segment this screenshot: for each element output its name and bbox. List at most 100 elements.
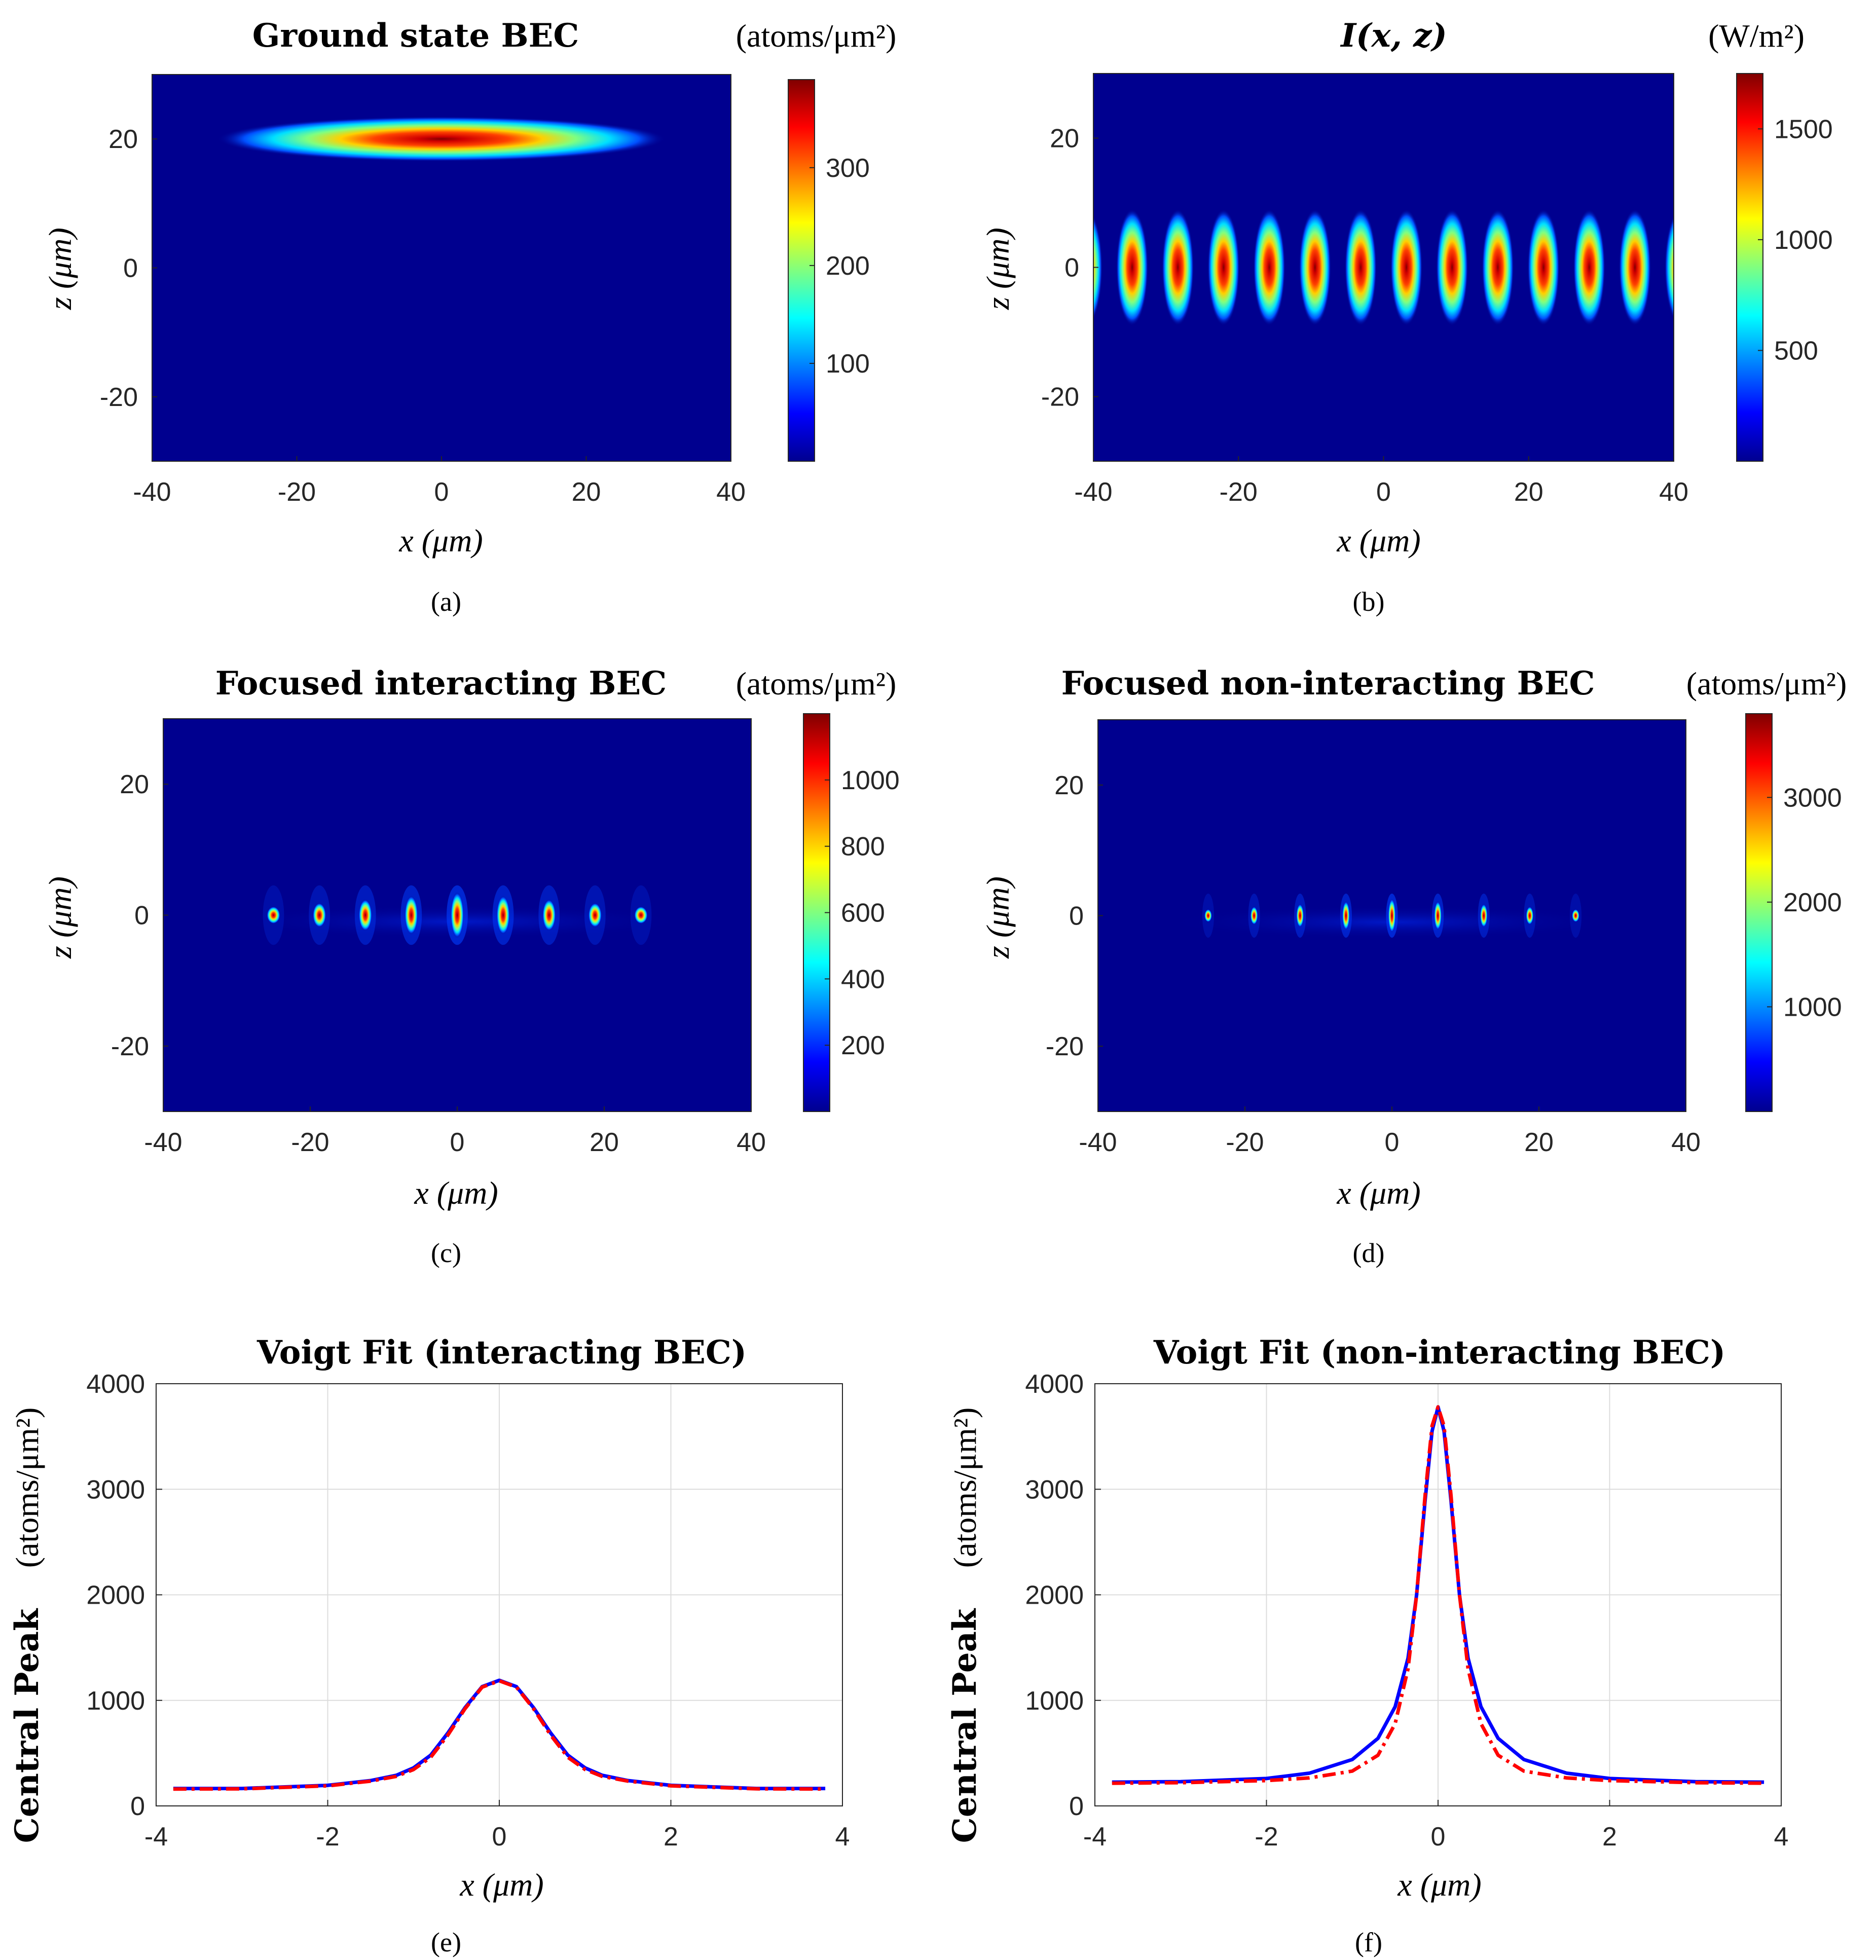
x-tick-label: -4: [144, 1822, 168, 1852]
x-tick-label: 40: [1659, 477, 1688, 507]
x-tick-label: -20: [291, 1128, 329, 1157]
density-peak: [1204, 909, 1212, 922]
panel-focused-non-interacting: Focused non-interacting BEC (atoms/μm²) …: [980, 664, 1847, 1268]
heatmap-content: [1093, 209, 1674, 326]
x-tick-label: -20: [1226, 1128, 1264, 1157]
density-peak: [404, 896, 418, 935]
density-peak: [313, 903, 326, 928]
panel-c-title: Focused interacting BEC: [215, 664, 667, 702]
colorbar-tick-label: 2000: [1783, 888, 1842, 917]
panel-e-xlabel: x (μm): [459, 1867, 543, 1903]
lattice-spot: [1344, 209, 1377, 326]
density-peak: [1572, 909, 1579, 922]
x-tick-label: 40: [737, 1128, 766, 1157]
y-tick-label: 0: [1064, 253, 1079, 283]
y-tick-label: 2000: [86, 1581, 145, 1610]
colorbar-tick-label: 800: [841, 832, 885, 862]
y-tick-label: 0: [1069, 902, 1084, 931]
colorbar-tick-label: 500: [1774, 336, 1818, 365]
y-tick-label: 20: [1054, 771, 1084, 800]
y-tick-label: -20: [1046, 1032, 1084, 1061]
colorbar-tick-label: 3000: [1783, 783, 1842, 812]
x-tick-label: -40: [144, 1128, 182, 1157]
x-tick-label: 20: [590, 1128, 619, 1157]
heatmap-content: [1164, 893, 1620, 939]
x-tick-label: 20: [572, 477, 601, 507]
plot-frame: [1097, 719, 1686, 1112]
colorbar-tick-label: 1000: [841, 766, 900, 795]
panel-c-caption: (c): [431, 1238, 461, 1268]
y-tick-label: 0: [130, 1792, 145, 1821]
panel-c-colorbar-unit: (atoms/μm²): [736, 665, 897, 701]
lattice-spot: [1482, 209, 1514, 326]
lattice-spot: [1573, 209, 1605, 326]
lattice-spot: [1253, 209, 1285, 326]
panel-f-ylabel: Central Peak: [946, 1608, 984, 1843]
y-tick-label: -20: [100, 383, 138, 412]
x-tick-label: 0: [1431, 1822, 1446, 1852]
panel-ground-state-bec: Ground state BEC (atoms/μm²) -40 -20 0 20 40…: [42, 17, 896, 617]
panel-e-ylabel: Central Peak: [8, 1608, 46, 1843]
density-peak: [1388, 899, 1396, 933]
panel-a-title: Ground state BEC: [252, 17, 579, 55]
panel-f-caption: (f): [1355, 1927, 1382, 1957]
panel-a-ylabel: z (μm): [42, 228, 78, 310]
colorbar-tick-label: 1500: [1774, 115, 1833, 144]
y-tick-label: 0: [134, 901, 149, 931]
panel-focused-interacting: Focused interacting BEC (atoms/μm²) -40 -…: [42, 664, 900, 1268]
colorbar-tick-label: 1000: [1774, 226, 1833, 255]
plot-frame: [163, 718, 752, 1112]
lattice-spot: [1162, 209, 1194, 326]
x-tick-label: 4: [1774, 1822, 1789, 1852]
x-tick-label: 0: [1385, 1128, 1400, 1157]
lattice-spot: [1116, 209, 1149, 326]
y-tick-label: 0: [1069, 1792, 1084, 1821]
panel-intensity: I(x, z) (W/m²) -40 -20 0 20 40 -20 0 20 500 1000 1…: [980, 17, 1833, 617]
y-tick-label: 3000: [1025, 1475, 1084, 1504]
density-peak: [1480, 904, 1488, 928]
x-tick-label: -20: [278, 477, 316, 507]
plot-frame: [152, 74, 731, 462]
panel-f-title: Voigt Fit (non-interacting BEC): [1153, 1334, 1725, 1372]
x-tick-label: -2: [316, 1822, 339, 1852]
density-peak: [1342, 901, 1350, 930]
y-tick-label: -20: [1041, 383, 1079, 412]
density-peak: [1526, 906, 1534, 925]
lattice-spot: [1390, 209, 1423, 326]
colorbar: [1736, 73, 1763, 462]
panel-d-xlabel: x (μm): [1336, 1175, 1420, 1211]
voigt-fit-line: [173, 1679, 826, 1791]
density-peak: [1250, 906, 1258, 925]
plot-frame: [156, 1383, 843, 1806]
x-tick-label: -2: [1255, 1822, 1278, 1852]
x-tick-label: 2: [1602, 1822, 1617, 1852]
y-tick-label: 1000: [1025, 1686, 1084, 1716]
panel-b-colorbar-unit: (W/m²): [1708, 18, 1805, 54]
y-tick-label: 20: [120, 770, 149, 799]
x-tick-label: 20: [1524, 1128, 1554, 1157]
density-peak: [588, 903, 602, 928]
panel-b-ylabel: z (μm): [980, 228, 1016, 310]
panel-f-xlabel: x (μm): [1397, 1867, 1481, 1903]
y-tick-label: 20: [1050, 124, 1079, 154]
plot-frame: [1093, 73, 1674, 462]
density-peak: [542, 899, 556, 931]
panel-d-ylabel: z (μm): [980, 876, 1016, 959]
panel-b-xlabel: x (μm): [1336, 523, 1420, 559]
density-peak: [358, 899, 372, 931]
x-tick-label: 4: [835, 1822, 850, 1852]
panel-f-ylabel-unit: (atoms/μm²): [947, 1408, 983, 1568]
colorbar: [1745, 713, 1773, 1112]
y-tick-label: 4000: [86, 1370, 145, 1399]
colorbar-tick-label: 1000: [1783, 992, 1842, 1022]
x-tick-label: 20: [1514, 477, 1543, 507]
lattice-spot: [1618, 209, 1651, 326]
panel-e-caption: (e): [431, 1927, 461, 1957]
density-peak: [496, 896, 510, 935]
lattice-spot: [1299, 209, 1331, 326]
colorbar-tick-label: 200: [826, 251, 870, 281]
panel-a-colorbar-unit: (atoms/μm²): [736, 18, 897, 54]
lattice-spot: [1436, 209, 1468, 326]
panel-d-caption: (d): [1353, 1238, 1385, 1268]
colorbar-tick-label: 600: [841, 899, 885, 928]
